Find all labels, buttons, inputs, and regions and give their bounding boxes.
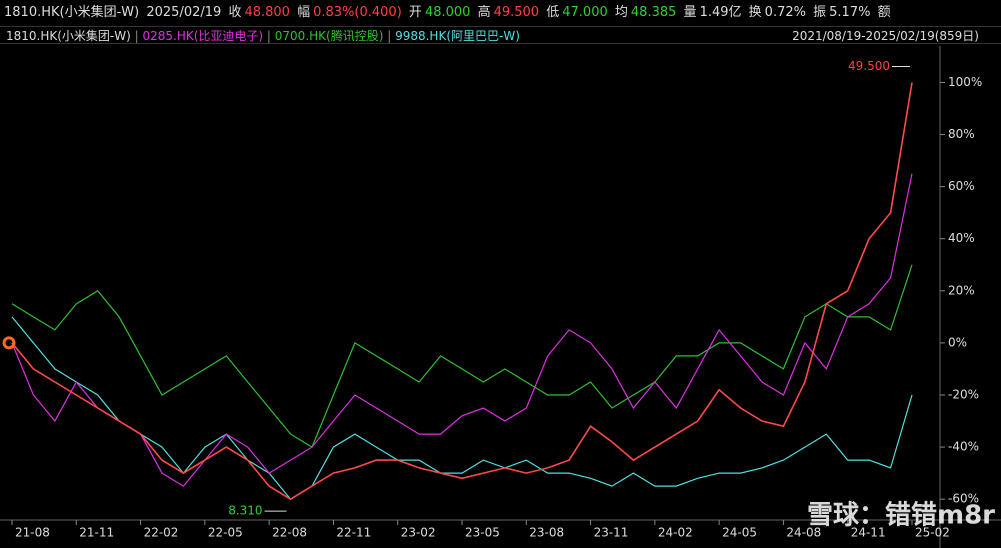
x-tick-label: 23-11 <box>594 526 629 540</box>
x-tick-label: 21-11 <box>79 526 114 540</box>
x-tick-label: 24-11 <box>851 526 886 540</box>
series-line <box>11 316 913 500</box>
separator: | <box>383 29 396 43</box>
x-tick-label: 23-02 <box>401 526 436 540</box>
legend-entry: 9988.HK(阿里巴巴-W) <box>395 29 520 43</box>
date: 2025/02/19 <box>146 5 222 20</box>
x-tick-label: 25-02 <box>915 526 950 540</box>
label: 开 <box>408 5 422 20</box>
label: 量 <box>683 5 697 20</box>
x-tick-label: 22-02 <box>144 526 179 540</box>
legend-entry: 0285.HK(比亚迪电子) <box>142 29 264 43</box>
legend-entry: 0700.HK(腾讯控股) <box>274 29 384 43</box>
legend-entry: 1810.HK(小米集团-W) <box>6 29 131 43</box>
y-tick-label: 40% <box>948 231 975 245</box>
y-tick-label: -40% <box>948 440 979 454</box>
series-line <box>11 82 913 501</box>
value: 5.17% <box>829 5 871 20</box>
value: 48.385 <box>630 5 677 20</box>
x-tick-label: 22-05 <box>208 526 243 540</box>
series-line <box>11 264 913 448</box>
low-label: 8.310 <box>228 504 262 518</box>
y-tick-label: 100% <box>948 75 982 89</box>
value: 0.83%(0.400) <box>313 5 402 20</box>
label: 收 <box>228 5 242 20</box>
legend: 1810.HK(小米集团-W) | 0285.HK(比亚迪电子) | 0700.… <box>0 26 1001 44</box>
separator: | <box>130 29 143 43</box>
quote-bar: 1810.HK(小米集团-W) 2025/02/19 收 48.800 幅 0.83… <box>0 0 1001 26</box>
value: 0.72% <box>764 5 806 20</box>
separator: | <box>263 29 275 43</box>
symbol: 1810.HK(小米集团-W) <box>4 5 140 20</box>
x-tick-label: 24-08 <box>786 526 821 540</box>
x-tick-label: 23-05 <box>465 526 500 540</box>
y-tick-label: 80% <box>948 127 975 141</box>
value: 1.49亿 <box>699 5 742 20</box>
x-tick-label: 23-08 <box>529 526 564 540</box>
label: 幅 <box>297 5 311 20</box>
value: 48.800 <box>244 5 290 20</box>
label: 低 <box>546 5 560 20</box>
start-marker <box>2 336 16 350</box>
label: 均 <box>614 5 628 20</box>
label: 高 <box>477 5 491 20</box>
x-tick-label: 22-11 <box>336 526 371 540</box>
y-tick-label: -20% <box>948 387 979 401</box>
y-tick-label: -60% <box>948 492 979 506</box>
x-tick-label: 22-08 <box>272 526 307 540</box>
value: 48.000 <box>424 5 471 20</box>
date-range: 2021/08/19-2025/02/19(859日) <box>792 29 979 43</box>
value: 47.000 <box>562 5 608 20</box>
y-tick-label: 0% <box>948 335 967 349</box>
x-tick-label: 24-02 <box>658 526 693 540</box>
x-tick-label: 24-05 <box>722 526 757 540</box>
high-label: 49.500 <box>848 59 890 73</box>
y-tick-label: 20% <box>948 283 975 297</box>
value: 49.500 <box>493 5 540 20</box>
y-tick-label: 60% <box>948 179 975 193</box>
label: 振 <box>813 5 827 20</box>
series-line <box>11 173 913 487</box>
x-tick-label: 21-08 <box>15 526 50 540</box>
label: 额 <box>877 5 891 20</box>
label: 换 <box>748 5 762 20</box>
watermark: 雪球：错错m8r <box>807 501 995 531</box>
